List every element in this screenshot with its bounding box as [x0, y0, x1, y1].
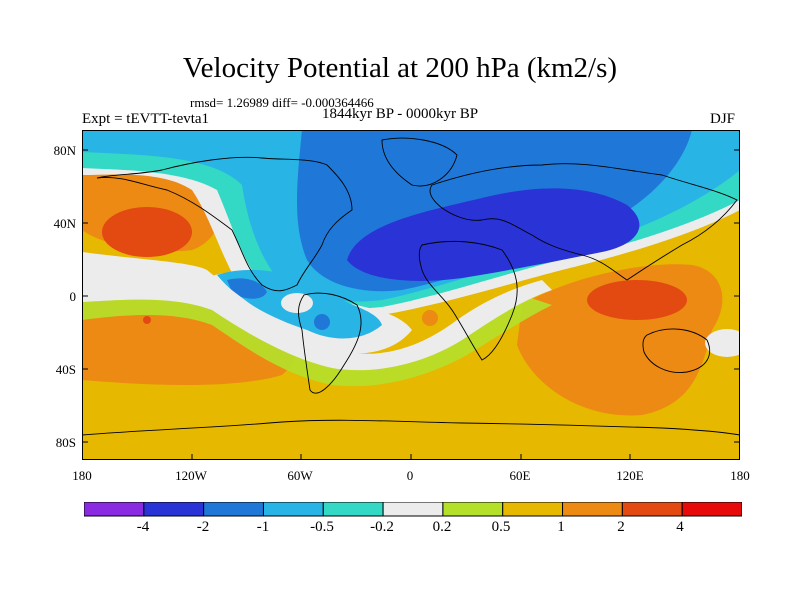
- lon-label-180e: 180: [730, 468, 750, 483]
- white-cell-australia: [705, 329, 740, 357]
- coastline-africa: [418, 240, 518, 361]
- coastline-south-america: [298, 292, 362, 394]
- period-label: 1844kyr BP - 0000kyr BP: [322, 106, 479, 122]
- coastline-eurasia: [429, 163, 738, 281]
- lat-label-40n: 40N: [53, 216, 76, 231]
- red-spot-south-pacific: [143, 316, 151, 324]
- experiment-label: Expt = tEVTT-tevta1: [82, 111, 210, 127]
- season-label: DJF: [710, 111, 736, 127]
- lat-label-40s: 40S: [55, 362, 76, 377]
- colorbar-swatch: [322, 502, 384, 517]
- colorbar-label: -1: [256, 519, 270, 535]
- colorbar-label: -2: [196, 519, 210, 535]
- colorbar-label: -0.5: [310, 519, 334, 535]
- colorbar-swatch: [84, 502, 145, 517]
- colorbar-swatch: [681, 502, 742, 517]
- map-title: Velocity Potential at 200 hPa (km2/s): [182, 52, 618, 84]
- map-ticks: [82, 149, 740, 460]
- colorbar-swatch: [262, 502, 324, 517]
- orange-cell-africa: [422, 310, 438, 326]
- velocity-potential-map: [82, 130, 740, 460]
- lat-label-80n: 80N: [53, 143, 76, 158]
- lat-label-80s: 80S: [55, 435, 76, 450]
- statistics-line: rmsd= 1.26989 diff= -0.000364466: [190, 95, 374, 110]
- colorbar-swatch: [382, 502, 444, 517]
- lon-label-60w: 60W: [287, 468, 313, 483]
- colorbar-label: 1: [557, 519, 565, 535]
- colorbar-label: 0.2: [432, 519, 452, 535]
- lat-label-0: 0: [69, 289, 77, 304]
- white-cell-east-pacific: [105, 265, 149, 281]
- coastline-greenland: [381, 137, 458, 187]
- colorbar-label: -4: [136, 519, 150, 535]
- colorbar: [84, 502, 742, 517]
- field-blue-americas: [227, 278, 267, 299]
- colorbar-swatch: [562, 502, 623, 517]
- coastlines: [82, 137, 740, 436]
- field-dark-blue: [347, 188, 640, 281]
- field-white-band: [82, 252, 552, 371]
- coastline-australia: [642, 328, 711, 373]
- colorbar-label: -0.2: [370, 519, 394, 535]
- colorbar-swatch: [203, 502, 264, 517]
- white-cell-americas: [281, 293, 313, 313]
- red-core-maritime: [587, 280, 687, 320]
- blue-cell-americas: [314, 314, 330, 330]
- lon-label-180w: 180: [72, 468, 92, 483]
- coastline-north-america: [96, 156, 353, 292]
- colorbar-swatch: [621, 502, 683, 517]
- colorbar-swatch: [502, 502, 564, 517]
- lon-label-0: 0: [406, 468, 414, 483]
- colorbar-label: 4: [676, 519, 684, 535]
- colorbar-label: 0.5: [491, 519, 511, 535]
- lon-label-60e: 60E: [509, 468, 531, 483]
- lon-label-120w: 120W: [175, 468, 207, 483]
- colorbar-swatch: [143, 502, 205, 517]
- red-core-north-pacific: [102, 207, 192, 257]
- coastline-antarctica: [82, 419, 740, 436]
- colorbar-swatch: [442, 502, 504, 517]
- colorbar-label: 2: [617, 519, 625, 535]
- lon-label-120e: 120E: [616, 468, 644, 483]
